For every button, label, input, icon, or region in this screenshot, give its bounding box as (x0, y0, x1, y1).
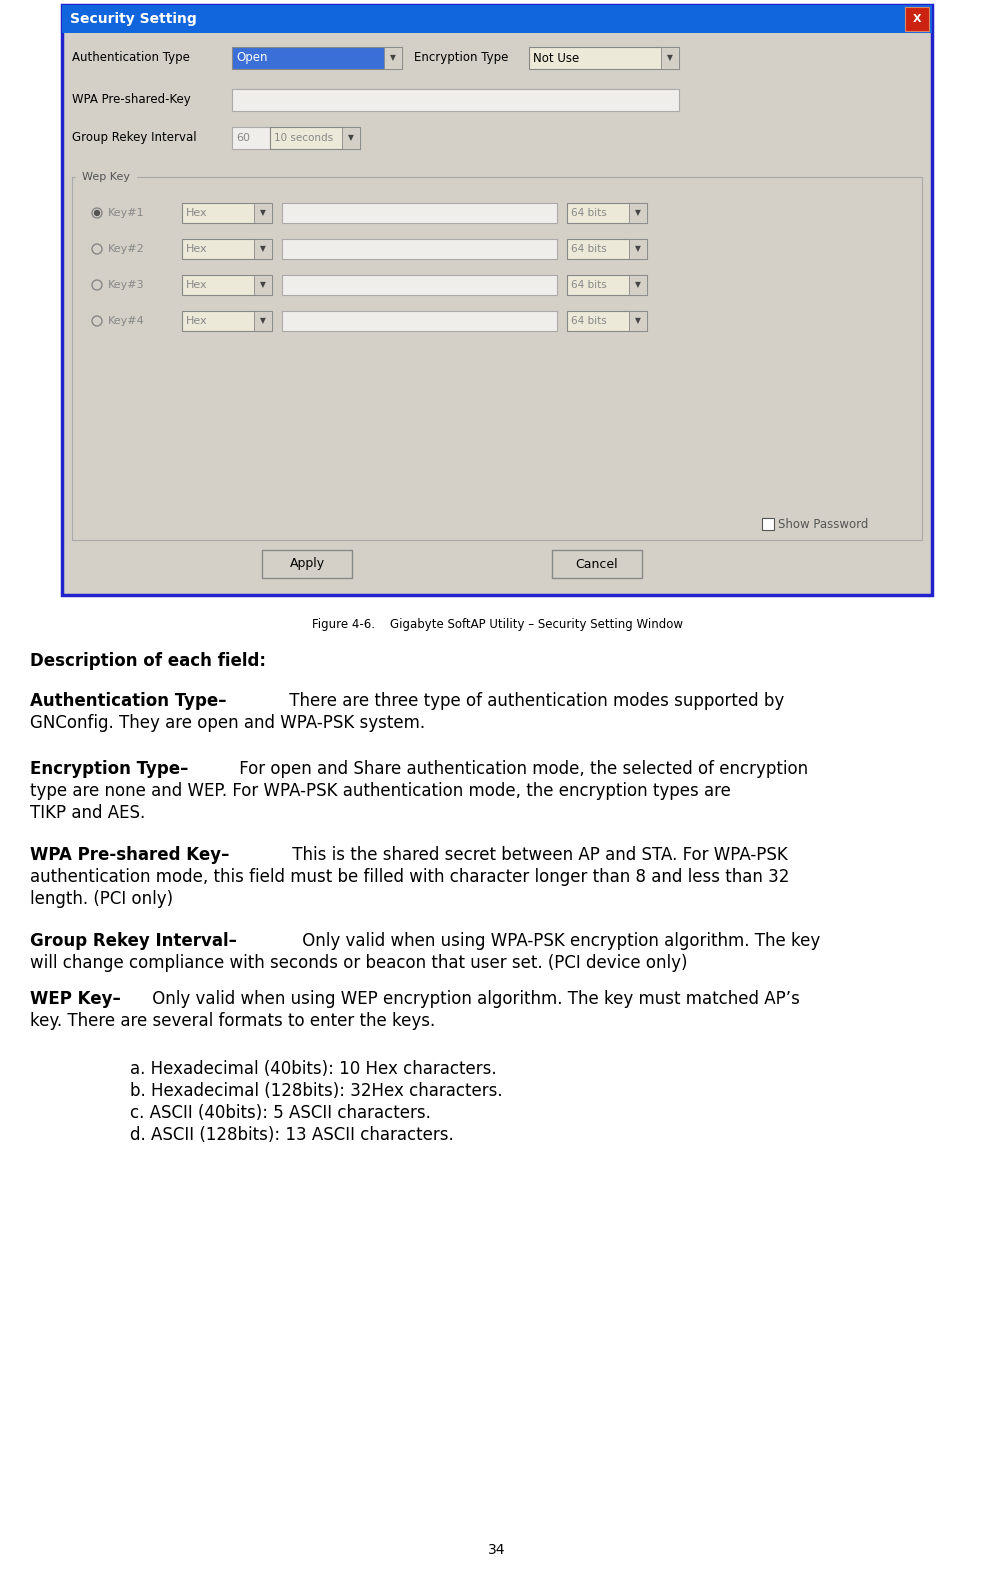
Text: Hex: Hex (186, 208, 208, 219)
Bar (282, 276, 557, 295)
Text: WPA Pre-shared-Key: WPA Pre-shared-Key (72, 93, 191, 106)
Text: ▼: ▼ (260, 209, 266, 217)
Text: authentication mode, this field must be filled with character longer than 8 and : authentication mode, this field must be … (30, 868, 789, 885)
Bar (254, 239, 272, 260)
Text: Apply: Apply (289, 558, 325, 570)
Text: ▼: ▼ (667, 54, 673, 62)
Text: ▼: ▼ (260, 317, 266, 325)
Text: Security Setting: Security Setting (70, 13, 197, 25)
Bar (629, 276, 647, 295)
Bar (282, 203, 557, 223)
Text: c. ASCII (40bits): 5 ASCII characters.: c. ASCII (40bits): 5 ASCII characters. (130, 1104, 430, 1121)
Bar (182, 239, 272, 260)
Bar (629, 239, 647, 260)
Text: 64 bits: 64 bits (571, 208, 606, 219)
Bar (232, 89, 679, 111)
Bar (905, 6, 929, 32)
Text: d. ASCII (128bits): 13 ASCII characters.: d. ASCII (128bits): 13 ASCII characters. (130, 1126, 453, 1144)
Bar (254, 310, 272, 331)
Text: Wep Key: Wep Key (82, 173, 130, 182)
Bar (232, 127, 270, 149)
Text: 64 bits: 64 bits (571, 280, 606, 290)
Text: ▼: ▼ (260, 244, 266, 253)
Text: ▼: ▼ (635, 317, 641, 325)
Text: 34: 34 (488, 1543, 506, 1557)
Text: GNConfig. They are open and WPA-PSK system.: GNConfig. They are open and WPA-PSK syst… (30, 714, 425, 732)
Text: Key#1: Key#1 (108, 208, 144, 219)
Text: ▼: ▼ (635, 244, 641, 253)
Bar (661, 48, 679, 70)
Text: For open and Share authentication mode, the selected of encryption: For open and Share authentication mode, … (235, 760, 808, 778)
Bar (254, 276, 272, 295)
Bar (62, 5, 932, 33)
Text: 60: 60 (236, 133, 250, 143)
Text: key. There are several formats to enter the keys.: key. There are several formats to enter … (30, 1012, 435, 1030)
Bar (182, 276, 272, 295)
Bar (72, 177, 922, 540)
Text: TIKP and AES.: TIKP and AES. (30, 805, 145, 822)
Text: Open: Open (236, 52, 267, 65)
Text: length. (PCI only): length. (PCI only) (30, 890, 173, 908)
Text: Group Rekey Interval–: Group Rekey Interval– (30, 931, 237, 950)
Text: Cancel: Cancel (576, 558, 618, 570)
Text: ▼: ▼ (635, 280, 641, 290)
Text: ▼: ▼ (260, 280, 266, 290)
Text: X: X (912, 14, 921, 24)
Bar (629, 203, 647, 223)
Text: Show Password: Show Password (778, 518, 869, 531)
Text: 64 bits: 64 bits (571, 244, 606, 253)
Text: Authentication Type–: Authentication Type– (30, 692, 227, 710)
Text: Key#2: Key#2 (108, 244, 145, 253)
Bar (182, 310, 272, 331)
Text: This is the shared secret between AP and STA. For WPA-PSK: This is the shared secret between AP and… (287, 846, 788, 863)
Text: ▼: ▼ (348, 133, 354, 143)
Text: will change compliance with seconds or beacon that user set. (PCI device only): will change compliance with seconds or b… (30, 954, 688, 973)
Bar (232, 48, 402, 70)
Bar (384, 48, 402, 70)
Text: a. Hexadecimal (40bits): 10 Hex characters.: a. Hexadecimal (40bits): 10 Hex characte… (130, 1060, 497, 1079)
Bar (567, 276, 647, 295)
Bar (262, 550, 352, 578)
Text: Only valid when using WPA-PSK encryption algorithm. The key: Only valid when using WPA-PSK encryption… (297, 931, 820, 950)
Text: Only valid when using WEP encryption algorithm. The key must matched AP’s: Only valid when using WEP encryption alg… (147, 990, 800, 1007)
Text: Figure 4-6.    Gigabyte SoftAP Utility – Security Setting Window: Figure 4-6. Gigabyte SoftAP Utility – Se… (311, 618, 683, 630)
Text: ▼: ▼ (635, 209, 641, 217)
Bar (529, 48, 679, 70)
Text: type are none and WEP. For WPA-PSK authentication mode, the encryption types are: type are none and WEP. For WPA-PSK authe… (30, 782, 731, 800)
Bar (567, 203, 647, 223)
Text: ▼: ▼ (390, 54, 396, 62)
Text: Not Use: Not Use (533, 52, 580, 65)
Bar (282, 310, 557, 331)
Bar (254, 203, 272, 223)
Text: WPA Pre-shared Key–: WPA Pre-shared Key– (30, 846, 230, 863)
Bar (270, 127, 360, 149)
Bar (342, 127, 360, 149)
Text: 10 seconds: 10 seconds (274, 133, 333, 143)
Text: b. Hexadecimal (128bits): 32Hex characters.: b. Hexadecimal (128bits): 32Hex characte… (130, 1082, 503, 1099)
Text: 64 bits: 64 bits (571, 315, 606, 326)
Bar (62, 5, 932, 596)
Bar (282, 239, 557, 260)
Text: Hex: Hex (186, 315, 208, 326)
Bar (567, 239, 647, 260)
Text: Key#3: Key#3 (108, 280, 144, 290)
Bar (762, 518, 774, 531)
Bar (552, 550, 642, 578)
Bar (629, 310, 647, 331)
Circle shape (94, 211, 99, 215)
Text: Hex: Hex (186, 280, 208, 290)
Text: Key#4: Key#4 (108, 315, 145, 326)
Bar (182, 203, 272, 223)
Text: Encryption Type–: Encryption Type– (30, 760, 189, 778)
Bar (567, 310, 647, 331)
Text: Encryption Type: Encryption Type (414, 52, 508, 65)
Text: There are three type of authentication modes supported by: There are three type of authentication m… (283, 692, 784, 710)
Text: WEP Key–: WEP Key– (30, 990, 120, 1007)
Text: Authentication Type: Authentication Type (72, 52, 190, 65)
Text: Description of each field:: Description of each field: (30, 653, 266, 670)
Text: Hex: Hex (186, 244, 208, 253)
Text: Group Rekey Interval: Group Rekey Interval (72, 131, 197, 144)
